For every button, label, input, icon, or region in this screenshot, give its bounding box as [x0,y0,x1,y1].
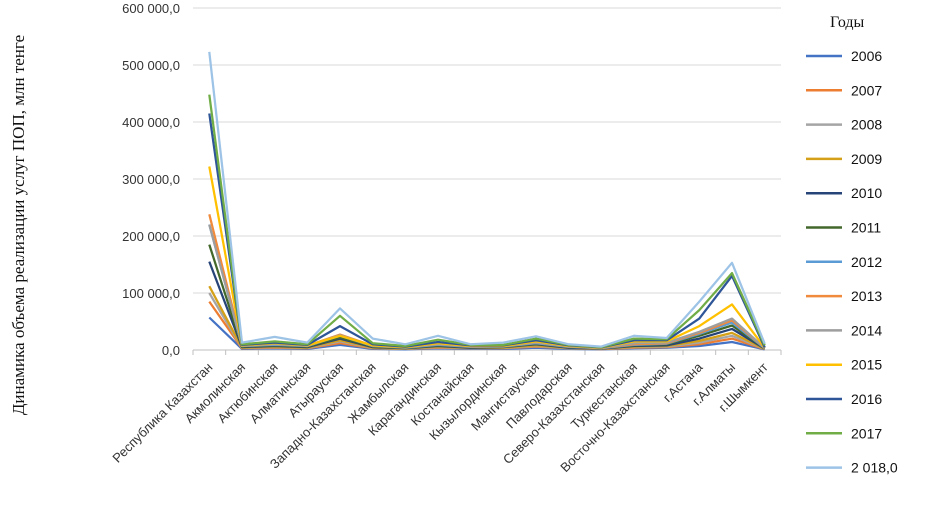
x-axis-ticks: Республика КазахстанАкмолинскаяАктюбинск… [109,350,782,475]
y-tick-label: 0,0 [162,343,180,358]
y-tick-label: 300 000,0 [122,172,180,187]
series-line-2011 [208,244,766,350]
y-tick-label: 600 000,0 [122,1,180,16]
legend-entry: 2013 [851,288,882,304]
legend-entry: 2010 [851,185,882,201]
legend-entry: 2017 [851,425,882,441]
series-line-2017 [208,94,766,349]
gridlines [193,7,781,294]
legend-entry: 2006 [851,48,882,64]
y-tick-label: 500 000,0 [122,58,180,73]
legend: 2006 2007 2008 2009 2010 2011 2012 2013 2014 2015… [806,48,898,476]
legend-entry: 2015 [851,357,882,373]
legend-entry: 2012 [851,254,882,270]
series-lines [208,51,766,351]
legend-title: Годы [830,14,865,31]
y-axis-label: Динамика объема реализации услуг ПОП, мл… [9,35,28,415]
legend-entry: 2011 [851,220,881,236]
y-tick-label: 200 000,0 [122,229,180,244]
series-line-2013 [208,214,766,350]
series-line-2-018-0 [208,51,766,348]
series-line-2016 [208,113,766,349]
legend-entry: 2016 [851,391,882,407]
y-tick-label: 400 000,0 [122,115,180,130]
legend-entry: 2008 [851,117,882,133]
y-tick-label: 100 000,0 [122,286,180,301]
y-axis-ticks: 0,0 100 000,0 200 000,0 300 000,0 400 000,0 5… [122,1,180,358]
legend-entry: 2009 [851,151,882,167]
legend-entry: 2014 [851,322,882,338]
legend-entry: 2007 [851,82,882,98]
legend-entry: 2 018,0 [851,460,898,476]
